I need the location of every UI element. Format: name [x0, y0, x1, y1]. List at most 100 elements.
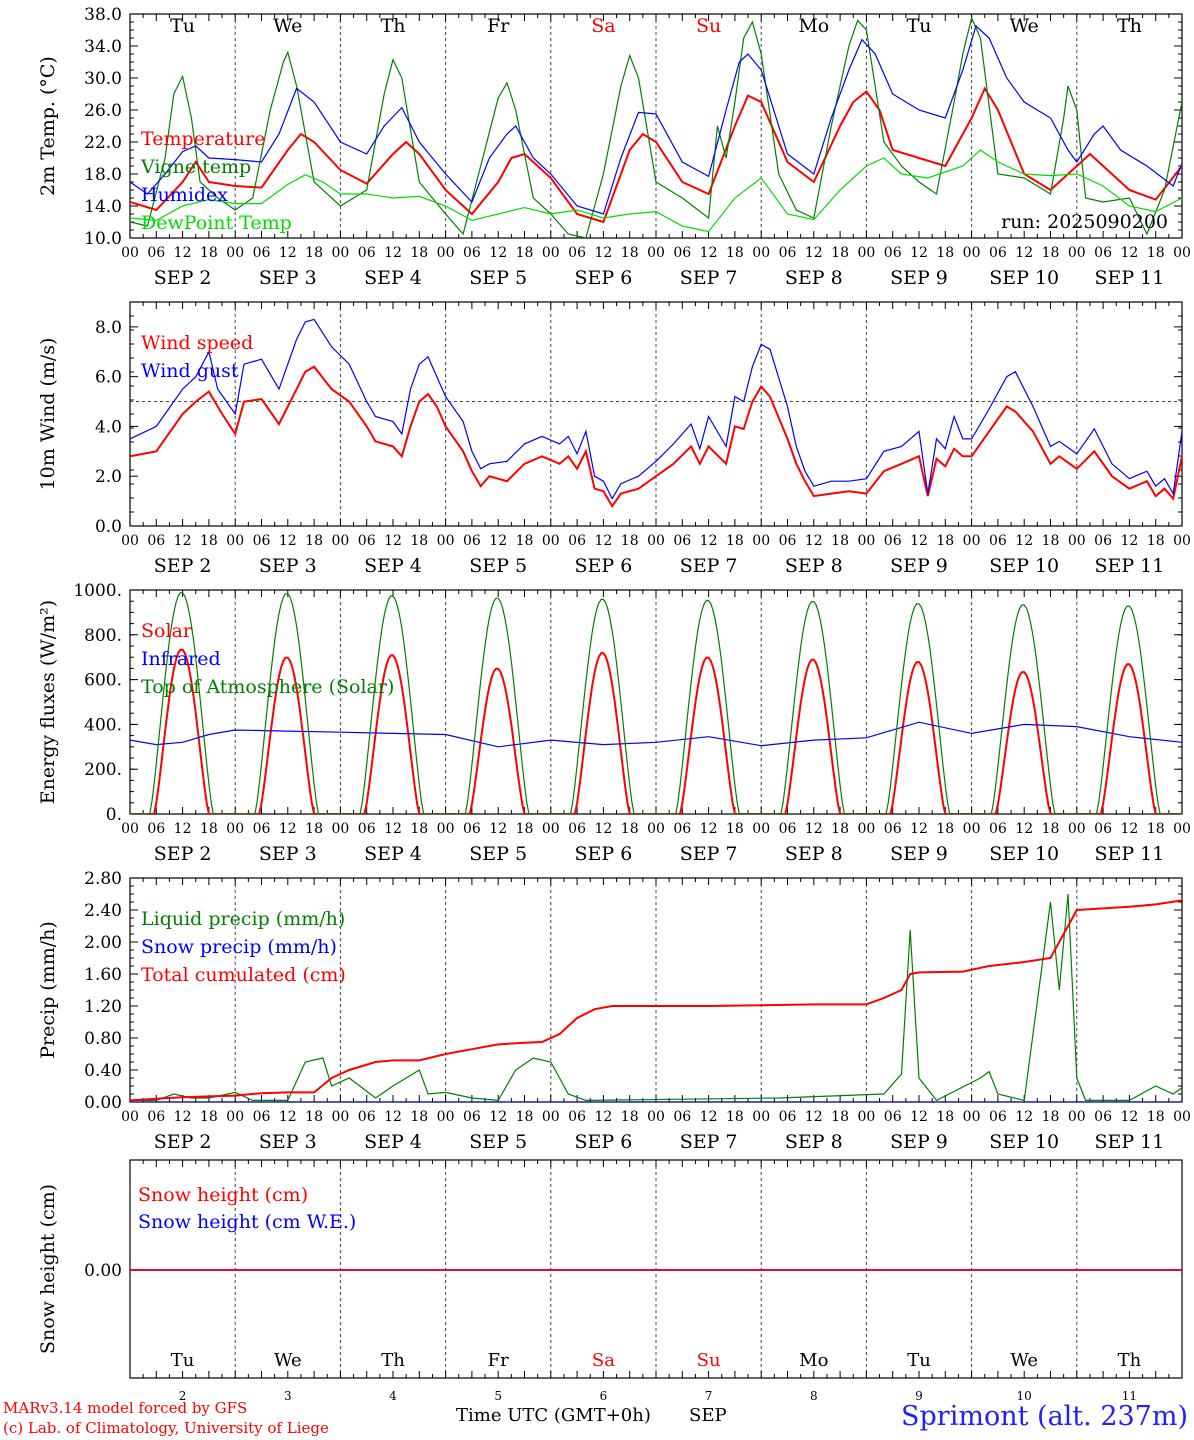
hour-label: 12	[384, 1109, 402, 1125]
legend-entry: Humidex	[141, 184, 228, 206]
hour-label: 00	[542, 821, 560, 837]
hour-label: 00	[437, 821, 455, 837]
hour-label: 00	[752, 245, 770, 261]
y-tick-label: 14.0	[84, 197, 122, 217]
hour-label: 18	[621, 245, 639, 261]
run-label: run: 2025090200	[1001, 211, 1168, 233]
hour-label: 12	[1015, 821, 1033, 837]
hour-label: 12	[1015, 245, 1033, 261]
day-name: Fr	[488, 1350, 509, 1371]
hour-label: 00	[437, 1109, 455, 1125]
hour-label: 12	[910, 821, 928, 837]
y-tick-label: 10.0	[84, 229, 122, 249]
day-number: 6	[600, 1389, 608, 1403]
hour-label: 18	[410, 245, 428, 261]
hour-label: 00	[226, 533, 244, 549]
hour-label: 12	[384, 533, 402, 549]
y-tick-label: 0.00	[84, 1093, 122, 1113]
y-tick-label: 30.0	[84, 69, 122, 89]
hour-label: 18	[516, 1109, 534, 1125]
y-tick-label: 4.0	[95, 417, 122, 437]
lab-credit: (c) Lab. of Climatology, University of L…	[3, 1419, 329, 1437]
hour-label: 12	[594, 533, 612, 549]
hour-label: 00	[121, 1109, 139, 1125]
series-line	[130, 24, 1182, 215]
hour-label: 06	[253, 1109, 271, 1125]
day-name: Tu	[170, 15, 195, 37]
hour-label: 18	[1147, 821, 1165, 837]
hour-label: 06	[1094, 245, 1112, 261]
series-line	[130, 318, 1182, 500]
y-tick-label: 0.80	[84, 1029, 122, 1049]
hour-label: 06	[673, 1109, 691, 1125]
hour-label: 00	[647, 1109, 665, 1125]
hour-label: 18	[936, 533, 954, 549]
y-tick-label: 600.	[84, 671, 122, 691]
hour-label: 12	[910, 1109, 928, 1125]
y-tick-label: 1.20	[84, 997, 122, 1017]
hour-label: 12	[594, 1109, 612, 1125]
hour-label: 12	[1120, 533, 1138, 549]
hour-label: 00	[963, 821, 981, 837]
series-line	[130, 365, 1182, 508]
y-tick-label: 8.0	[95, 318, 122, 338]
hour-label: 06	[779, 1109, 797, 1125]
hour-label: 12	[594, 821, 612, 837]
day-name: We	[273, 15, 302, 37]
hour-label: 18	[1042, 821, 1060, 837]
hour-label: 00	[121, 821, 139, 837]
hour-label: 18	[831, 245, 849, 261]
hour-label: 06	[884, 533, 902, 549]
hour-label: 12	[910, 533, 928, 549]
hour-label: 12	[594, 245, 612, 261]
hour-label: 06	[1094, 821, 1112, 837]
hour-label: 06	[568, 245, 586, 261]
hour-label: 06	[463, 1109, 481, 1125]
legend-entry: DewPoint Temp	[141, 212, 292, 234]
hour-label: 00	[752, 1109, 770, 1125]
day-number: 10	[1017, 1389, 1032, 1403]
hour-label: 00	[226, 1109, 244, 1125]
legend-entry: Snow precip (mm/h)	[141, 936, 337, 958]
hour-label: 00	[963, 533, 981, 549]
hour-label: 06	[147, 245, 165, 261]
date-label: SEP 7	[680, 843, 738, 865]
hour-label: 18	[410, 533, 428, 549]
hour-label: 06	[253, 533, 271, 549]
panel-frame	[129, 13, 1183, 239]
legend-entry: Infrared	[141, 648, 221, 670]
date-label: SEP 5	[469, 555, 527, 577]
date-label: SEP 5	[469, 843, 527, 865]
hour-label: 06	[147, 1109, 165, 1125]
hour-label: 18	[516, 533, 534, 549]
legend-entry: Wind speed	[141, 332, 253, 354]
series-group	[130, 318, 1182, 508]
date-label: SEP 11	[1094, 267, 1164, 289]
hour-label: 06	[779, 533, 797, 549]
y-tick-label: 0.00	[84, 1261, 122, 1281]
hour-label: 12	[805, 245, 823, 261]
y-axis-label: Precip (mm/h)	[37, 921, 59, 1059]
y-tick-label: 200.	[84, 760, 122, 780]
date-label: SEP 2	[154, 843, 212, 865]
hour-label: 06	[673, 821, 691, 837]
day-name: Th	[1117, 15, 1142, 37]
date-label: SEP 8	[785, 555, 843, 577]
date-label: SEP 7	[680, 555, 738, 577]
hour-label: 18	[1147, 1109, 1165, 1125]
hour-label: 12	[805, 533, 823, 549]
date-label: SEP 9	[890, 555, 948, 577]
hour-label: 12	[1015, 533, 1033, 549]
date-label: SEP 2	[154, 267, 212, 289]
panel-frame	[129, 301, 1183, 527]
hour-label: 12	[489, 821, 507, 837]
date-label: SEP 7	[680, 1131, 738, 1153]
hour-label: 12	[700, 1109, 718, 1125]
series-line	[130, 648, 1182, 814]
day-name: Fr	[487, 15, 510, 37]
hour-label: 12	[279, 245, 297, 261]
hour-label: 06	[884, 1109, 902, 1125]
day-name: Su	[697, 1350, 721, 1371]
hour-label: 12	[700, 533, 718, 549]
day-number: 4	[389, 1389, 397, 1403]
